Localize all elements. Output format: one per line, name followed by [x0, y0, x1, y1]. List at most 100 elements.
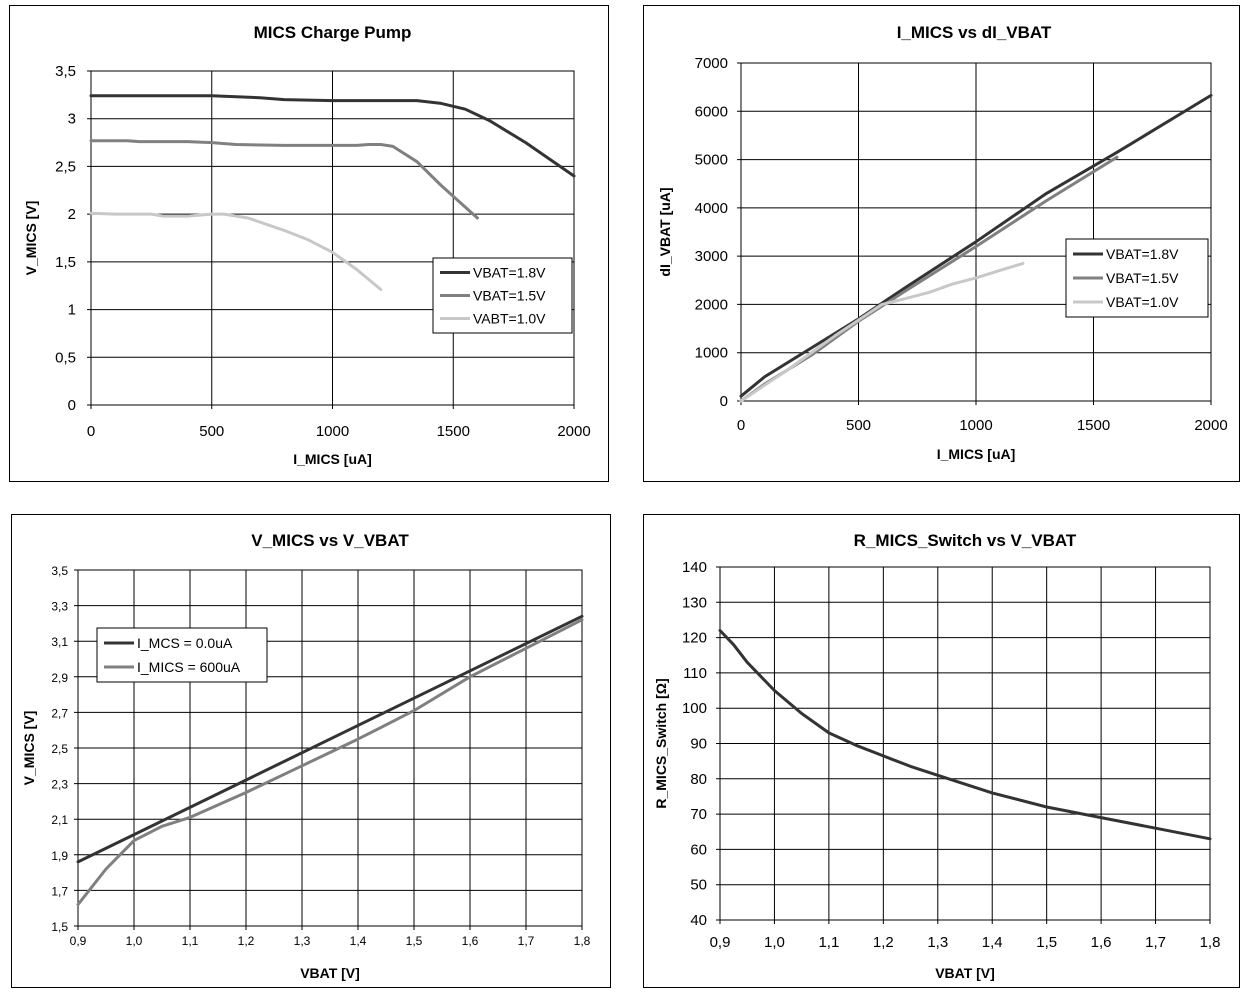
legend-label: VBAT=1.8V: [1106, 246, 1179, 262]
y-tick-label: 2,3: [51, 778, 68, 792]
x-tick-label: 1,7: [1145, 934, 1166, 951]
x-tick-label: 0: [737, 417, 745, 434]
x-tick-label: 0,9: [710, 934, 731, 951]
x-tick-label: 1,1: [818, 934, 839, 951]
y-tick-label: 1: [68, 302, 76, 319]
y-tick-label: 130: [682, 594, 707, 611]
x-tick-label: 1,5: [406, 934, 423, 948]
x-tick-label: 0: [87, 423, 95, 440]
x-tick-label: 1000: [316, 423, 349, 440]
chart-vmics-vs-vvbat: 0,9 1,0 1,1 1,2 1,3 1,4 1,5 1,6 1,7 1,8 1,5 1,7 1,9 2…: [21, 531, 591, 981]
series-line-0: [718, 629, 1212, 841]
x-tick-label: 2000: [1194, 417, 1227, 434]
y-tick-label: 2,5: [55, 158, 76, 175]
chart-rmics-switch-vs-vvbat: 0,9 1,0 1,1 1,2 1,3 1,4 1,5 1,6 1,7 1,8 40 50 60 70 80…: [653, 531, 1221, 981]
x-tick-label: 0,9: [70, 934, 87, 948]
legend-label: I_MICS = 600uA: [137, 659, 241, 675]
x-axis-label: VBAT [V]: [300, 965, 360, 981]
x-tick-label: 1,3: [927, 934, 948, 951]
y-tick-label: 2,1: [51, 813, 68, 827]
y-tick-label: 90: [690, 736, 707, 753]
chart-panel-imics-vs-divbat: 0 500 1000 1500 2000 0 1000 2000 3000 4000 5000 600…: [643, 5, 1240, 482]
x-tick-label: 1,6: [462, 934, 479, 948]
y-tick-label: 0: [68, 397, 76, 414]
y-tick-label: 120: [682, 630, 707, 647]
y-tick-label: 50: [690, 877, 707, 894]
series-line-1: [76, 618, 584, 907]
chart-title: MICS Charge Pump: [254, 23, 412, 42]
y-tick-label: 110: [683, 665, 707, 682]
y-axis-label: V_MICS [V]: [23, 201, 39, 276]
y-tick-label: 100: [682, 700, 707, 717]
y-tick-label: 0: [720, 393, 728, 410]
y-tick-label: 6000: [695, 103, 728, 120]
y-axis-label: V_MICS [V]: [21, 711, 37, 786]
y-tick-label: 3,5: [55, 63, 76, 80]
x-tick-label: 1,2: [873, 934, 894, 951]
x-tick-label: 1,3: [294, 934, 311, 948]
x-tick-label: 500: [846, 417, 871, 434]
y-tick-label: 70: [690, 806, 707, 823]
y-tick-label: 1,5: [51, 920, 68, 934]
x-tick-label: 1,4: [350, 934, 367, 948]
legend-label: I_MCS = 0.0uA: [137, 635, 233, 651]
series-line-2: [739, 261, 1025, 403]
y-tick-label: 2: [68, 206, 76, 223]
x-tick-label: 500: [199, 423, 224, 440]
x-tick-label: 1,8: [1200, 934, 1221, 951]
chart-title: R_MICS_Switch vs V_VBAT: [854, 531, 1077, 550]
series-line-0: [76, 614, 584, 864]
series-line-2: [89, 211, 383, 291]
x-tick-label: 1,2: [238, 934, 255, 948]
x-tick-label: 1500: [1077, 417, 1110, 434]
y-tick-label: 0,5: [55, 349, 76, 366]
y-tick-label: 3,1: [51, 635, 68, 649]
x-tick-label: 1,7: [518, 934, 535, 948]
y-tick-label: 3,3: [51, 600, 68, 614]
y-tick-label: 80: [690, 771, 707, 788]
y-axis-label: R_MICS_Switch [Ω]: [653, 678, 669, 808]
legend-label: VBAT=1.5V: [473, 288, 546, 304]
y-tick-label: 2,9: [51, 671, 68, 685]
x-tick-label: 1,4: [982, 934, 1003, 951]
x-tick-label: 1,5: [1036, 934, 1057, 951]
x-axis-label: I_MICS [uA]: [937, 446, 1016, 462]
legend-box: [96, 627, 268, 683]
y-tick-label: 1,7: [51, 884, 68, 898]
y-tick-label: 60: [690, 841, 707, 858]
y-tick-label: 140: [682, 559, 707, 576]
chart-imics-vs-divbat: 0 500 1000 1500 2000 0 1000 2000 3000 4000 5000 600…: [657, 23, 1228, 462]
x-tick-label: 1,6: [1091, 934, 1112, 951]
x-tick-label: 1,1: [182, 934, 199, 948]
series-line-1: [89, 139, 479, 220]
y-axis-label: dI_VBAT [uA]: [657, 187, 673, 276]
x-tick-label: 1500: [437, 423, 470, 440]
chart-title: V_MICS vs V_VBAT: [251, 531, 409, 550]
y-tick-label: 7000: [695, 55, 728, 72]
legend-label: VBAT=1.5V: [1106, 270, 1179, 286]
y-tick-label: 4000: [695, 200, 728, 217]
x-tick-label: 1000: [959, 417, 992, 434]
y-tick-label: 40: [690, 912, 707, 929]
chart-panel-rmics-switch-vs-vvbat: 0,9 1,0 1,1 1,2 1,3 1,4 1,5 1,6 1,7 1,8 40 50 60 70 80…: [643, 514, 1240, 988]
y-tick-label: 1,5: [55, 254, 76, 271]
legend-label: VABT=1.0V: [473, 311, 546, 327]
y-tick-label: 5000: [695, 152, 728, 169]
y-tick-label: 1,9: [51, 849, 68, 863]
chart-panel-vmics-vs-vvbat: 0,9 1,0 1,1 1,2 1,3 1,4 1,5 1,6 1,7 1,8 1,5 1,7 1,9 2…: [11, 514, 611, 988]
y-tick-label: 2,5: [51, 742, 68, 756]
x-tick-label: 1,8: [574, 934, 591, 948]
y-tick-label: 1000: [695, 345, 728, 362]
chart-mics-charge-pump: 0 500 1000 1500 2000 0 0,5 1 1,5 2 2,5 3 3,5 MICS Cha…: [23, 23, 591, 467]
series-line-0: [89, 94, 576, 178]
x-tick-label: 1,0: [126, 934, 143, 948]
x-tick-label: 1,0: [764, 934, 785, 951]
x-axis-label: VBAT [V]: [935, 965, 995, 981]
legend-label: VBAT=1.0V: [1106, 294, 1179, 310]
x-tick-label: 2000: [557, 423, 590, 440]
y-tick-label: 3,5: [51, 564, 68, 578]
chart-title: I_MICS vs dI_VBAT: [897, 23, 1052, 42]
x-axis-label: I_MICS [uA]: [293, 451, 372, 467]
y-tick-label: 3: [68, 111, 76, 128]
y-tick-label: 2,7: [51, 706, 68, 720]
